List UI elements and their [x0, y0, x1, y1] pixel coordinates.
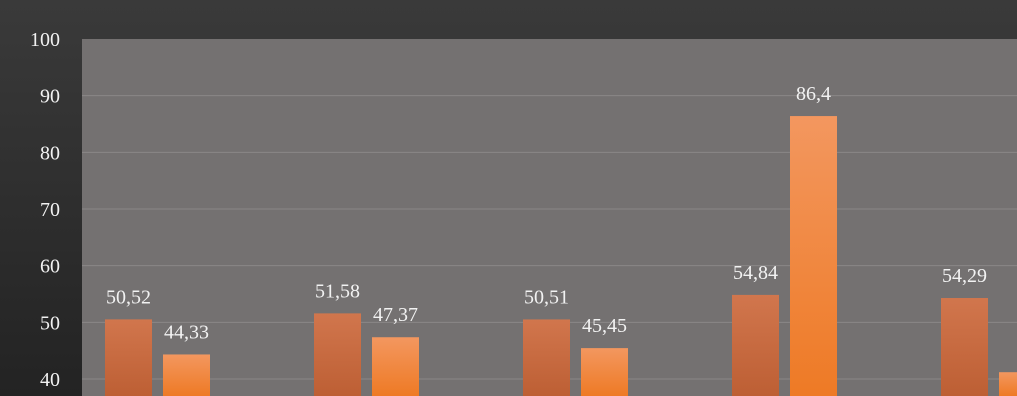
- bar-series1-group5: [941, 298, 988, 396]
- data-label-series1-group1: 50,52: [106, 286, 151, 308]
- y-tick-label-50: 50: [40, 312, 60, 334]
- data-label-series1-group3: 50,51: [524, 286, 569, 308]
- y-tick-label-60: 60: [40, 256, 60, 278]
- bar-series1-group1: [105, 319, 152, 396]
- bar-series1-group4: [732, 294, 779, 396]
- bar-series2-group5: [999, 372, 1017, 396]
- data-label-series1-group4: 54,84: [733, 262, 778, 284]
- y-tick-label-100: 100: [30, 29, 60, 51]
- bar-series2-group4: [790, 116, 837, 396]
- y-tick-label-90: 90: [40, 86, 60, 108]
- data-label-series2-group4: 86,4: [796, 83, 831, 105]
- bar-series2-group3: [581, 348, 628, 396]
- data-label-series1-group2: 51,58: [315, 280, 360, 302]
- data-label-series1-group5: 54,29: [942, 265, 987, 287]
- bar-series1-group2: [314, 313, 361, 396]
- bar-series2-group2: [372, 337, 419, 396]
- y-tick-label-70: 70: [40, 199, 60, 221]
- y-tick-label-80: 80: [40, 142, 60, 164]
- bar-series2-group1: [163, 354, 210, 396]
- data-labels: 50,52 51,58 50,51 54,84 54,29 44,33 47,37 45,45…: [106, 83, 987, 343]
- data-label-series2-group1: 44,33: [164, 321, 209, 343]
- y-axis-tick-labels: 40 50 60 70 80 90 100: [30, 29, 60, 391]
- data-label-series2-group3: 45,45: [582, 315, 627, 337]
- data-label-series2-group2: 47,37: [373, 304, 418, 326]
- bar-series1-group3: [523, 319, 570, 396]
- y-tick-label-40: 40: [40, 369, 60, 391]
- bars: [105, 116, 1017, 396]
